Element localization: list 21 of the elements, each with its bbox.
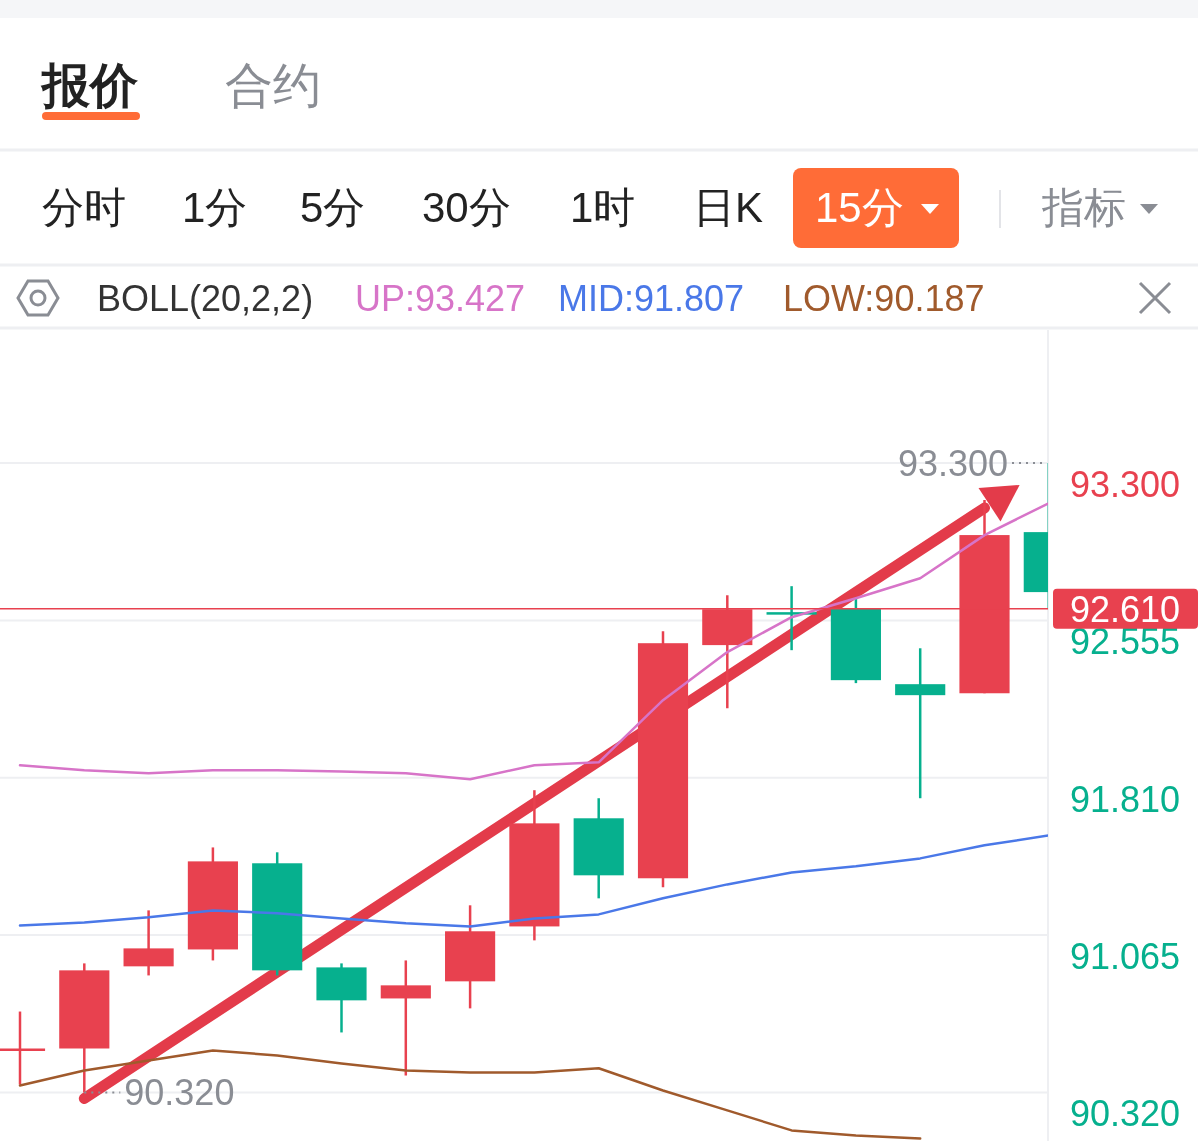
text: LOW:90.187 — [783, 278, 985, 319]
text: 30分 — [422, 184, 511, 231]
y-tick-label: 91.810 — [1069, 778, 1181, 820]
annotation: 93.300 — [897, 443, 1008, 485]
text: 指标 — [1041, 184, 1126, 231]
annotation: 90.320 — [124, 1072, 235, 1114]
text: 分时 — [42, 184, 126, 231]
text: UP:93.427 — [355, 278, 526, 319]
y-tick-label: 93.300 — [1069, 464, 1181, 506]
text: 日K — [693, 184, 764, 231]
text: 合约 — [225, 59, 321, 112]
text: 5分 — [300, 184, 366, 231]
text: 报价 — [40, 59, 138, 112]
y-tick-label: 91.065 — [1069, 936, 1181, 978]
y-tick-label: 92.555 — [1069, 621, 1181, 663]
text: 1分 — [182, 184, 248, 231]
text: MID:91.807 — [558, 278, 745, 319]
text: 1时 — [570, 184, 636, 231]
text: 15分 — [815, 184, 904, 231]
y-tick-label: 90.320 — [1069, 1093, 1181, 1135]
legend-title: BOLL(20,2,2) — [97, 278, 314, 319]
